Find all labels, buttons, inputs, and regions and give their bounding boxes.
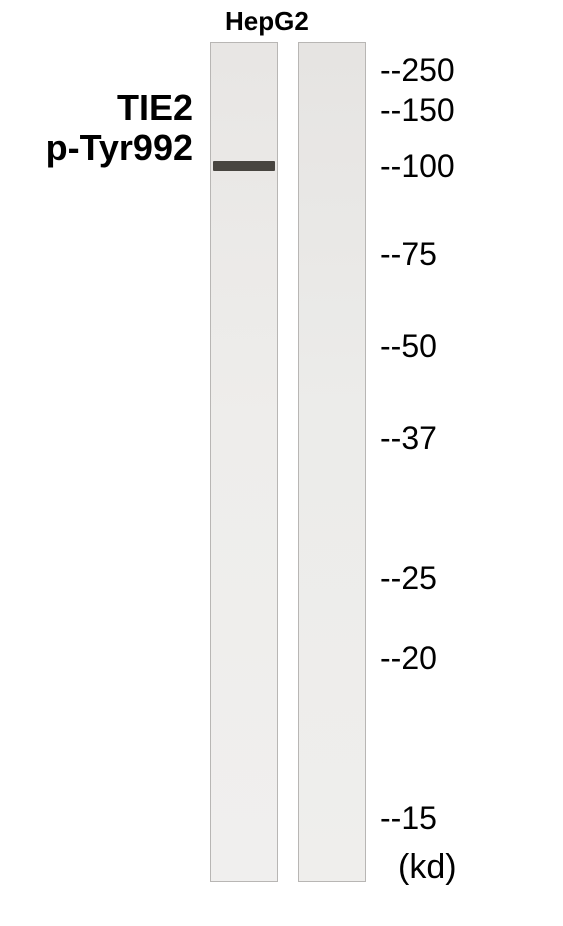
unit-label: (kd) — [398, 848, 457, 887]
marker-label: --150 — [380, 92, 455, 129]
marker-label: --100 — [380, 148, 455, 185]
marker-label: --20 — [380, 640, 437, 677]
lane-1 — [210, 42, 278, 882]
marker-label: --50 — [380, 328, 437, 365]
lane-2 — [298, 42, 366, 882]
band — [213, 161, 275, 171]
marker-label: --25 — [380, 560, 437, 597]
sample-label: HepG2 — [225, 6, 309, 37]
marker-label: --75 — [380, 236, 437, 273]
antibody-line2: p-Tyr992 — [0, 128, 193, 168]
antibody-label: TIE2 p-Tyr992 — [0, 88, 193, 167]
blot-figure: HepG2 TIE2 p-Tyr992 --250--150 --100 --75 -… — [0, 0, 563, 926]
antibody-line1: TIE2 — [0, 88, 193, 128]
marker-label: --250 — [380, 52, 455, 89]
marker-label: --37 — [380, 420, 437, 457]
marker-label: --15 — [380, 800, 437, 837]
